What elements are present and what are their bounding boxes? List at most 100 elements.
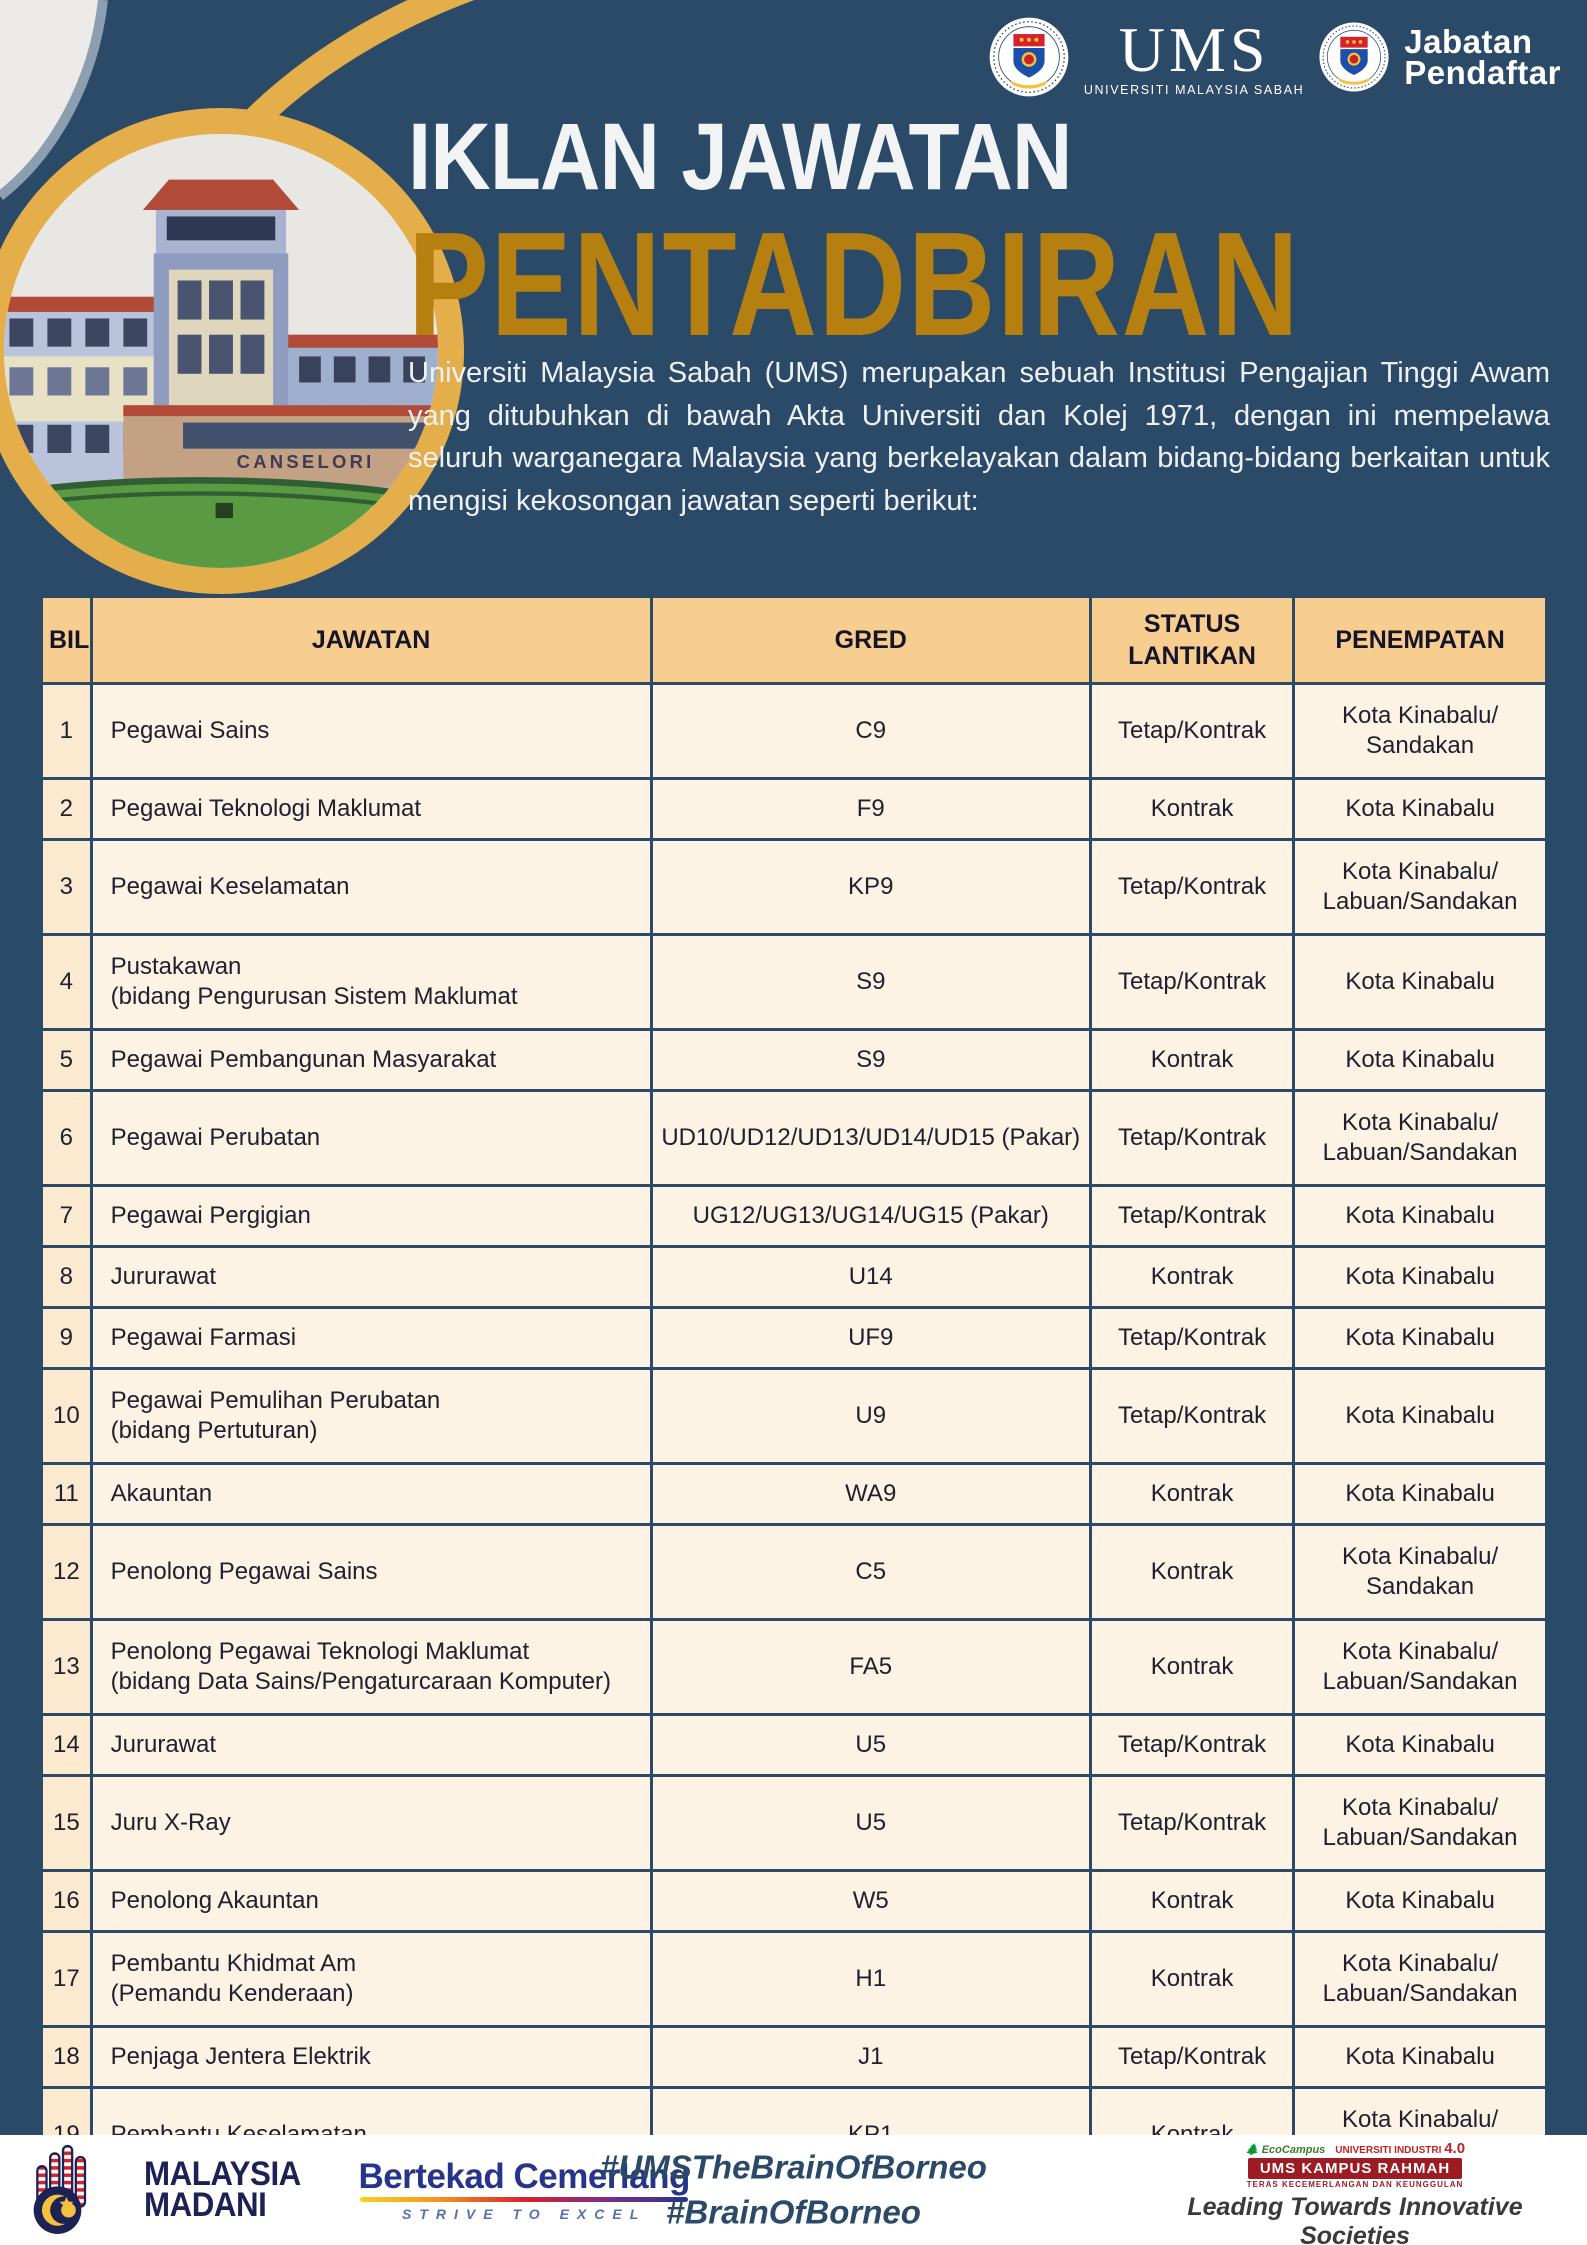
cell-jawatan: Penolong Pegawai Sains — [89, 1523, 653, 1621]
cell-gred: UF9 — [649, 1306, 1092, 1370]
cell-bil: 10 — [40, 1367, 93, 1465]
cell-penempatan: Kota Kinabalu — [1292, 1245, 1548, 1309]
job-table-body: 1 Pegawai Sains C9 Tetap/Kontrak Kota Ki… — [40, 682, 1548, 2245]
cell-status-lantikan: Kontrak — [1088, 1523, 1296, 1621]
cell-penempatan: Kota Kinabalu — [1292, 1462, 1548, 1526]
malaysia-madani-label: MALAYSIA MADANI — [144, 2154, 301, 2224]
col-header-penempatan: PENEMPATAN — [1292, 595, 1548, 685]
cell-bil: 15 — [40, 1774, 93, 1872]
table-row: 12 Penolong Pegawai Sains C5 Kontrak Kot… — [40, 1523, 1548, 1621]
cell-bil: 17 — [40, 1930, 93, 2028]
cell-bil: 16 — [40, 1869, 93, 1933]
hashtags: #UMSTheBrainOfBorneo #BrainOfBorneo — [600, 2148, 987, 2230]
cell-penempatan: Kota Kinabalu — [1292, 2025, 1548, 2089]
jabatan-pendaftar-crest-icon — [1319, 22, 1389, 92]
cell-jawatan: Pegawai Sains — [89, 682, 653, 780]
cell-gred: H1 — [649, 1930, 1092, 2028]
cell-penempatan: Kota Kinabalu — [1292, 1713, 1548, 1777]
cell-gred: W5 — [649, 1869, 1092, 1933]
cell-bil: 14 — [40, 1713, 93, 1777]
cell-status-lantikan: Tetap/Kontrak — [1088, 2025, 1296, 2089]
col-header-status-lantikan: STATUS LANTIKAN — [1088, 595, 1296, 685]
cell-status-lantikan: Kontrak — [1088, 1930, 1296, 2028]
bertekad-cemerlang-block: Bertekad Cemerlang STRIVE TO EXCEL — [358, 2156, 690, 2222]
cell-bil: 12 — [40, 1523, 93, 1621]
cell-status-lantikan: Tetap/Kontrak — [1088, 682, 1296, 780]
footer-right-group: 🌲 EcoCampus UNIVERSITI INDUSTRI 4.0 UMS … — [1145, 2141, 1565, 2245]
cell-status-lantikan: Kontrak — [1088, 1245, 1296, 1309]
cell-gred: C9 — [649, 682, 1092, 780]
table-row: 3 Pegawai Keselamatan KP9 Tetap/Kontrak … — [40, 838, 1548, 936]
table-row: 13 Penolong Pegawai Teknologi Maklumat (… — [40, 1618, 1548, 1716]
ums-subtitle-text: UNIVERSITI MALAYSIA SABAH — [1083, 82, 1305, 97]
cell-penempatan: Kota Kinabalu/ Labuan/Sandakan — [1292, 1618, 1548, 1716]
department-name: Jabatan Pendaftar — [1404, 22, 1561, 91]
cell-jawatan: Pegawai Pemulihan Perubatan (bidang Pert… — [89, 1367, 653, 1465]
cell-penempatan: Kota Kinabalu/ Sandakan — [1292, 1523, 1548, 1621]
cell-status-lantikan: Kontrak — [1088, 1462, 1296, 1526]
hero-section: CANSELORI UMS UNIVERSIT — [0, 0, 1587, 600]
canselori-building-illustration: CANSELORI — [4, 134, 438, 568]
ecocampus-logo: 🌲 EcoCampus — [1244, 2144, 1326, 2156]
cell-penempatan: Kota Kinabalu/ Sandakan — [1292, 682, 1548, 780]
table-row: 15 Juru X-Ray U5 Tetap/Kontrak Kota Kina… — [40, 1774, 1548, 1872]
table-row: 16 Penolong Akauntan W5 Kontrak Kota Kin… — [40, 1869, 1548, 1933]
cell-bil: 7 — [40, 1184, 93, 1248]
ums-wordmark: UMS UNIVERSITI MALAYSIA SABAH — [1083, 13, 1305, 97]
cell-bil: 8 — [40, 1245, 93, 1309]
cell-status-lantikan: Tetap/Kontrak — [1088, 1306, 1296, 1370]
cell-status-lantikan: Tetap/Kontrak — [1088, 1774, 1296, 1872]
table-row: 9 Pegawai Farmasi UF9 Tetap/Kontrak Kota… — [40, 1306, 1548, 1370]
poster-title: IKLAN JAWATAN PENTADBIRAN — [408, 110, 1496, 359]
malaysia-madani-logo-icon — [33, 2144, 87, 2234]
campus-photo-circle: CANSELORI — [0, 108, 464, 594]
bertekad-cemerlang-label: Bertekad Cemerlang — [358, 2156, 690, 2196]
cell-bil: 1 — [40, 682, 93, 780]
table-row: 1 Pegawai Sains C9 Tetap/Kontrak Kota Ki… — [40, 682, 1548, 780]
ums-crest-icon — [989, 17, 1069, 97]
cell-bil: 18 — [40, 2025, 93, 2089]
industry40-logo: UNIVERSITI INDUSTRI 4.0 — [1335, 2140, 1466, 2157]
cell-status-lantikan: Tetap/Kontrak — [1088, 1713, 1296, 1777]
cell-gred: FA5 — [649, 1618, 1092, 1716]
tagline: Leading Towards Innovative Societies — [1187, 2193, 1523, 2245]
brand-block: UMS UNIVERSITI MALAYSIA SABAH Jabatan Pe… — [988, 16, 1561, 98]
footer-strip: MALAYSIA MADANI Bertekad Cemerlang STRIV… — [0, 2135, 1587, 2245]
col-header-bil: BIL — [40, 595, 93, 685]
cell-bil: 11 — [40, 1462, 93, 1526]
cell-penempatan: Kota Kinabalu — [1292, 1306, 1548, 1370]
cell-jawatan: Penolong Akauntan — [89, 1869, 653, 1933]
table-row: 11 Akauntan WA9 Kontrak Kota Kinabalu — [40, 1462, 1548, 1526]
cell-status-lantikan: Kontrak — [1088, 1028, 1296, 1092]
col-header-jawatan: JAWATAN — [89, 595, 653, 685]
cell-jawatan: Pembantu Khidmat Am (Pemandu Kenderaan) — [89, 1930, 653, 2028]
cell-gred: U5 — [649, 1774, 1092, 1872]
cell-status-lantikan: Kontrak — [1088, 1618, 1296, 1716]
banner-subtext: TERAS KECEMERLANGAN DAN KEUNGGULAN — [1246, 2180, 1464, 2189]
cell-gred: UD10/UD12/UD13/UD14/UD15 (Pakar) — [649, 1089, 1092, 1187]
cell-jawatan: Akauntan — [89, 1462, 653, 1526]
cell-gred: C5 — [649, 1523, 1092, 1621]
table-row: 8 Jururawat U14 Kontrak Kota Kinabalu — [40, 1245, 1548, 1309]
vacancy-table-wrap: BIL JAWATAN GRED STATUS LANTIKAN PENEMPA… — [40, 595, 1548, 2245]
cell-bil: 2 — [40, 777, 93, 841]
cell-penempatan: Kota Kinabalu/ Labuan/Sandakan — [1292, 838, 1548, 936]
cell-bil: 4 — [40, 933, 93, 1031]
strive-to-excel-label: STRIVE TO EXCEL — [402, 2205, 647, 2222]
cell-status-lantikan: Tetap/Kontrak — [1088, 1089, 1296, 1187]
table-row: 17 Pembantu Khidmat Am (Pemandu Kenderaa… — [40, 1930, 1548, 2028]
cell-gred: F9 — [649, 777, 1092, 841]
vacancy-table: BIL JAWATAN GRED STATUS LANTIKAN PENEMPA… — [40, 595, 1548, 2245]
cell-bil: 3 — [40, 838, 93, 936]
canselori-sign-text: CANSELORI — [237, 451, 375, 472]
cell-jawatan: Penolong Pegawai Teknologi Maklumat (bid… — [89, 1618, 653, 1716]
title-line2: PENTADBIRAN — [408, 202, 1301, 367]
table-row: 10 Pegawai Pemulihan Perubatan (bidang P… — [40, 1367, 1548, 1465]
cell-jawatan: Pegawai Pergigian — [89, 1184, 653, 1248]
ums-kampus-rahmah-banner: UMS KAMPUS RAHMAH — [1247, 2158, 1463, 2179]
cell-bil: 13 — [40, 1618, 93, 1716]
footer-left-group: MALAYSIA MADANI Bertekad Cemerlang STRIV… — [30, 2135, 690, 2245]
col-header-gred: GRED — [649, 595, 1092, 685]
cell-jawatan: Jururawat — [89, 1713, 653, 1777]
ums-wordmark-text: UMS — [1118, 13, 1270, 85]
